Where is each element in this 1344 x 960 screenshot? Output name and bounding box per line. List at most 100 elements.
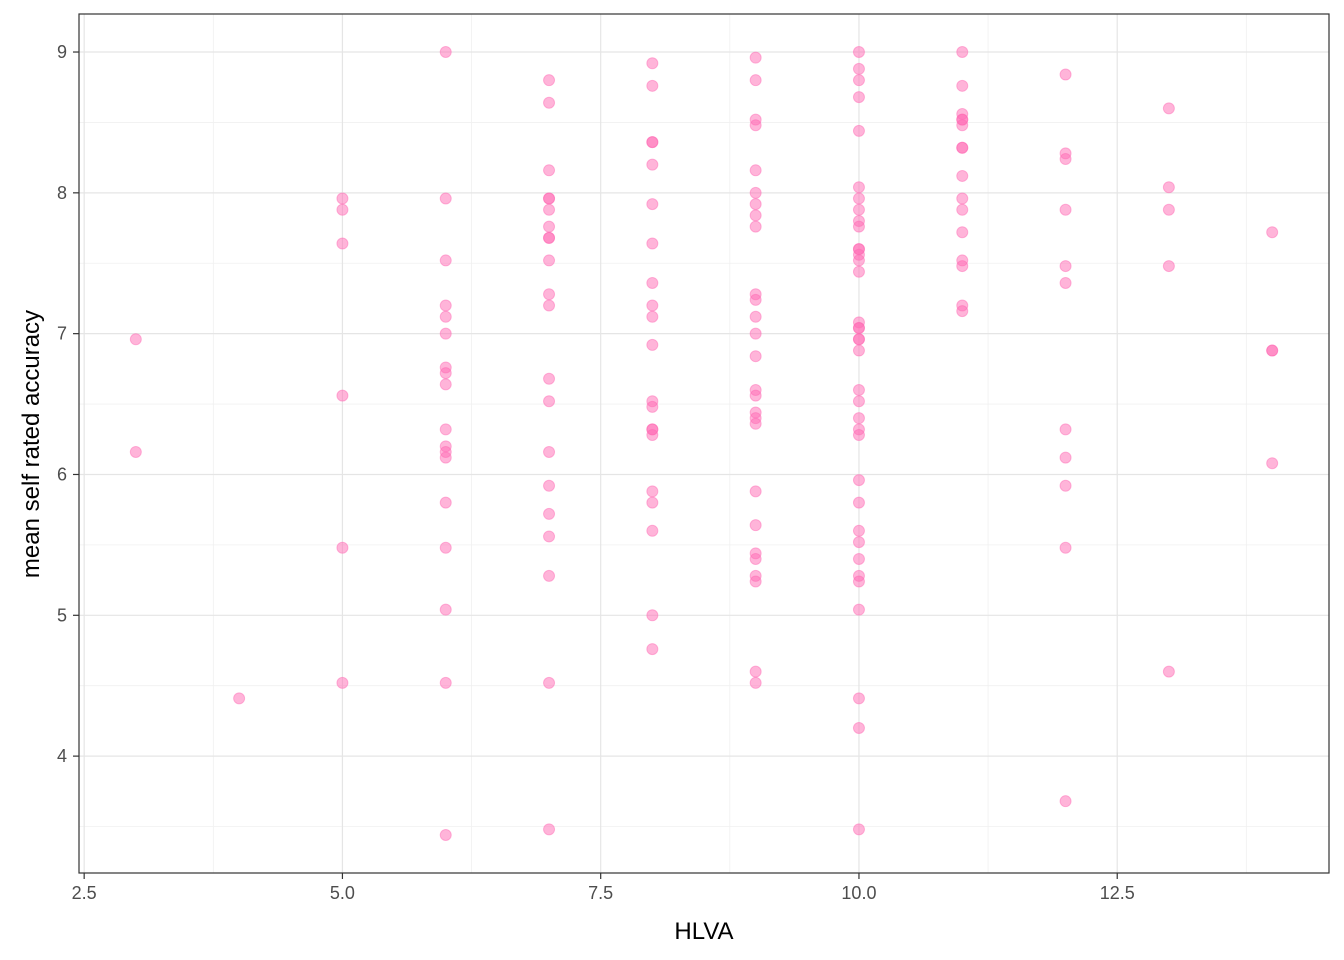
data-point xyxy=(956,203,969,216)
data-point xyxy=(129,333,142,346)
data-point xyxy=(543,74,556,87)
data-point xyxy=(646,338,659,351)
data-point xyxy=(129,445,142,458)
y-axis-title: mean self rated accuracy xyxy=(18,310,45,578)
data-point xyxy=(543,299,556,312)
data-point xyxy=(852,552,865,565)
data-point xyxy=(852,322,865,335)
data-point xyxy=(543,479,556,492)
y-axis: 4 5 6 7 8 9 xyxy=(57,42,79,766)
data-point xyxy=(852,254,865,267)
data-point xyxy=(646,400,659,413)
data-point xyxy=(852,124,865,137)
minor-gridlines xyxy=(79,14,1329,873)
data-point xyxy=(336,192,349,205)
data-point xyxy=(646,429,659,442)
data-points xyxy=(129,46,1279,841)
panel-border xyxy=(78,13,1330,874)
major-gridlines xyxy=(79,14,1329,873)
data-point xyxy=(1059,479,1072,492)
x-axis: 2.5 5.0 7.5 10.0 12.5 xyxy=(72,873,1135,903)
data-point xyxy=(646,198,659,211)
data-point xyxy=(852,395,865,408)
data-point xyxy=(439,299,452,312)
y-tick-label: 9 xyxy=(57,42,67,62)
data-point xyxy=(852,575,865,588)
data-point xyxy=(1059,203,1072,216)
data-point xyxy=(749,665,762,678)
data-point xyxy=(543,203,556,216)
data-point xyxy=(749,676,762,689)
data-point xyxy=(1059,795,1072,808)
data-point xyxy=(749,220,762,233)
data-point xyxy=(336,676,349,689)
data-point xyxy=(543,823,556,836)
data-point xyxy=(852,383,865,396)
data-point xyxy=(439,367,452,380)
data-point xyxy=(852,823,865,836)
data-point xyxy=(439,310,452,323)
data-point xyxy=(439,828,452,841)
data-point xyxy=(646,57,659,70)
data-point xyxy=(439,676,452,689)
data-point xyxy=(543,445,556,458)
data-point xyxy=(646,276,659,289)
data-point xyxy=(852,344,865,357)
data-point xyxy=(852,181,865,194)
data-point xyxy=(749,74,762,87)
data-point xyxy=(749,485,762,498)
data-point xyxy=(543,507,556,520)
data-point xyxy=(956,141,969,154)
data-point xyxy=(646,136,659,149)
data-point xyxy=(852,46,865,59)
data-point xyxy=(543,530,556,543)
data-point xyxy=(336,389,349,402)
data-point xyxy=(956,226,969,239)
y-tick-label: 4 xyxy=(57,746,67,766)
data-point xyxy=(1162,102,1175,115)
data-point xyxy=(852,91,865,104)
data-point xyxy=(852,265,865,278)
data-point xyxy=(749,519,762,532)
y-tick-label: 5 xyxy=(57,605,67,625)
data-point xyxy=(439,541,452,554)
data-point xyxy=(439,496,452,509)
data-point xyxy=(1059,541,1072,554)
data-point xyxy=(233,692,246,705)
data-point xyxy=(543,192,556,205)
data-point xyxy=(543,395,556,408)
data-point xyxy=(439,254,452,267)
data-point xyxy=(543,676,556,689)
data-point xyxy=(1266,344,1279,357)
data-point xyxy=(543,231,556,244)
data-point xyxy=(439,192,452,205)
data-point xyxy=(646,299,659,312)
data-point xyxy=(1162,260,1175,273)
data-point xyxy=(852,692,865,705)
y-tick-label: 7 xyxy=(57,324,67,344)
y-tick-label: 6 xyxy=(57,464,67,484)
data-point xyxy=(1059,153,1072,166)
x-tick-label: 2.5 xyxy=(72,883,97,903)
data-point xyxy=(852,474,865,487)
data-point xyxy=(749,575,762,588)
x-axis-title: HLVA xyxy=(674,918,733,945)
data-point xyxy=(1059,423,1072,436)
data-point xyxy=(543,164,556,177)
data-point xyxy=(749,164,762,177)
data-point xyxy=(852,536,865,549)
data-point xyxy=(646,609,659,622)
data-point xyxy=(543,96,556,109)
data-point xyxy=(543,220,556,233)
data-point xyxy=(1059,451,1072,464)
data-point xyxy=(439,46,452,59)
data-point xyxy=(439,327,452,340)
data-point xyxy=(956,46,969,59)
data-point xyxy=(1266,226,1279,239)
data-point xyxy=(1266,457,1279,470)
data-point xyxy=(1162,181,1175,194)
data-point xyxy=(749,186,762,199)
x-tick-label: 10.0 xyxy=(841,883,876,903)
data-point xyxy=(852,603,865,616)
data-point xyxy=(543,254,556,267)
